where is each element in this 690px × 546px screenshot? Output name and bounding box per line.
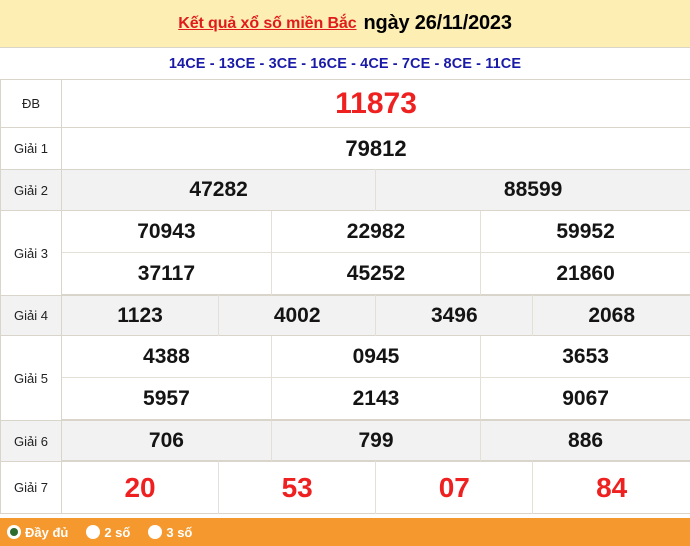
prize-number-g3-1: 70943 xyxy=(62,211,272,253)
prize-number-g7-3: 07 xyxy=(375,461,534,514)
prize-number-g1: 79812 xyxy=(345,135,407,161)
prize-label-g2: Giải 2 xyxy=(0,169,62,211)
prize-number-g4-4: 2068 xyxy=(588,303,636,327)
results-table-body: ĐB 11873 Giải 1 79812 Giải 2 47282 88599… xyxy=(0,79,690,514)
prize-number-g5-1: 4388 xyxy=(62,336,272,378)
prize-number-g6-2: 799 xyxy=(271,421,482,461)
prize-subtable-g6: 706 799 886 xyxy=(62,421,690,461)
prize-number-g3-6: 21860 xyxy=(556,261,615,285)
prize-subtable-g5: 4388 0945 3653 5957 2143 9067 xyxy=(62,336,690,420)
radio-unselected-icon[interactable] xyxy=(86,525,101,539)
table-row: 5957 2143 9067 xyxy=(62,377,690,420)
results-table: ĐB 11873 Giải 1 79812 Giải 2 47282 88599… xyxy=(0,79,690,514)
radio-selected-icon[interactable] xyxy=(7,525,21,539)
prize-number-g2-2: 88599 xyxy=(503,178,563,201)
prize-number-g5-3: 3653 xyxy=(480,336,690,378)
table-row: Giải 2 47282 88599 xyxy=(0,169,690,211)
table-row: ĐB 11873 xyxy=(0,79,690,128)
radio-unselected-icon[interactable] xyxy=(148,525,163,539)
display-mode-bar: Đầy đủ 2 số 3 số xyxy=(0,518,690,546)
table-row: Giải 7 20 53 07 84 xyxy=(0,461,690,514)
prize-number-db: 11873 xyxy=(335,86,417,120)
table-row: Giải 5 4388 0945 3653 5957 2143 xyxy=(0,335,690,421)
prize-number-g7-1: 20 xyxy=(61,461,220,514)
display-mode-option-full[interactable]: Đầy đủ xyxy=(7,525,68,540)
display-mode-label-2digit: 2 số xyxy=(104,524,131,540)
page-header: Kết quả xổ số miền Bắc ngày 26/11/2023 xyxy=(0,0,690,48)
prize-label-db: ĐB xyxy=(0,79,62,128)
province-codes-bar: 14CE - 13CE - 3CE - 16CE - 4CE - 7CE - 8… xyxy=(0,48,690,79)
display-mode-option-2digit[interactable]: 2 số xyxy=(86,525,130,540)
prize-number-g2-1: 47282 xyxy=(61,169,377,211)
prize-subtable-g3: 70943 22982 59952 37117 45252 21860 xyxy=(62,211,690,295)
table-row: Giải 4 1123 4002 3496 2068 xyxy=(0,295,690,336)
results-date: ngày 26/11/2023 xyxy=(363,12,512,34)
prize-number-g3-3: 59952 xyxy=(480,211,690,253)
prize-number-g4-1: 1123 xyxy=(61,295,220,336)
prize-label-g6: Giải 6 xyxy=(0,420,62,462)
prize-number-g6-1: 706 xyxy=(62,421,272,461)
prize-number-g4-3: 3496 xyxy=(375,295,534,336)
prize-number-g5-2: 0945 xyxy=(271,336,482,378)
prize-number-g5-5: 2143 xyxy=(271,377,482,420)
results-title-link[interactable]: Kết quả xổ số miền Bắc xyxy=(178,14,357,32)
table-row: Giải 3 70943 22982 59952 37117 45252 xyxy=(0,210,690,296)
prize-label-g7: Giải 7 xyxy=(0,461,62,514)
prize-number-g3-4: 37117 xyxy=(62,252,272,295)
table-row: Giải 1 79812 xyxy=(0,127,690,170)
display-mode-option-3digit[interactable]: 3 số xyxy=(148,525,192,540)
display-mode-label-full: Đầy đủ xyxy=(25,524,69,540)
table-row: 706 799 886 xyxy=(62,421,690,461)
prize-number-g5-6: 9067 xyxy=(562,386,609,410)
province-codes: 14CE - 13CE - 3CE - 16CE - 4CE - 7CE - 8… xyxy=(168,55,522,72)
prize-cell-g6: 706 799 886 xyxy=(62,421,690,462)
prize-cell-g5: 4388 0945 3653 5957 2143 9067 xyxy=(62,336,690,421)
prize-label-g5: Giải 5 xyxy=(0,335,62,421)
prize-label-g3: Giải 3 xyxy=(0,210,62,296)
table-row: 37117 45252 21860 xyxy=(62,252,690,295)
prize-number-g5-4: 5957 xyxy=(62,377,272,420)
table-row: 70943 22982 59952 xyxy=(62,211,690,253)
prize-number-g3-2: 22982 xyxy=(271,211,482,253)
prize-number-g6-3: 886 xyxy=(568,428,604,452)
display-mode-label-3digit: 3 số xyxy=(166,524,193,540)
prize-label-g4: Giải 4 xyxy=(0,295,62,336)
prize-label-g1: Giải 1 xyxy=(0,127,62,170)
table-row: Giải 6 706 799 886 xyxy=(0,420,690,462)
table-row: 4388 0945 3653 xyxy=(62,336,690,378)
prize-number-g4-2: 4002 xyxy=(218,295,377,336)
prize-cell-g3: 70943 22982 59952 37117 45252 21860 xyxy=(62,211,690,296)
prize-number-g7-4: 84 xyxy=(596,471,628,503)
prize-number-g7-2: 53 xyxy=(218,461,377,514)
prize-number-g3-5: 45252 xyxy=(271,252,482,295)
